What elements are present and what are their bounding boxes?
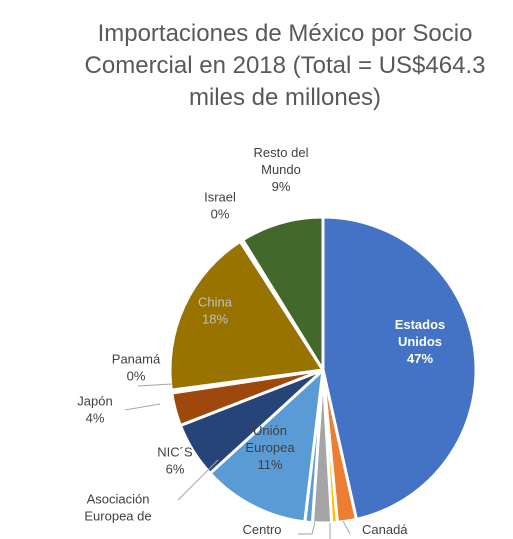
slice-label-5-line-2: 11% [257, 457, 282, 472]
slice-label-7-line-0: Japón [77, 394, 112, 409]
slice-label-8: Panamá 0% [112, 352, 161, 384]
slice-label-10-line-0: Israel [204, 190, 236, 205]
leader-line-3 [298, 521, 316, 535]
slice-label-11-line-0: Resto del [254, 145, 309, 160]
leader-line-7 [124, 403, 161, 411]
slice-label-4-line-0: Asociación [87, 492, 150, 507]
slice-label-10-line-1: 0% [211, 207, 230, 222]
leader-line-4 [177, 459, 219, 501]
pie-slices [168, 215, 478, 525]
slice-label-10: Israel 0% [204, 190, 236, 222]
slice-label-3-line-0: Centro [242, 522, 281, 537]
slice-label-6: NIC´S 6% [157, 445, 193, 477]
leader-line-8 [137, 383, 173, 387]
slice-label-11-line-1: Mundo [261, 162, 301, 177]
slice-label-0: Estados Unidos 47% [395, 317, 446, 366]
slice-label-5: Unión Europea 11% [245, 423, 295, 472]
pie-slice-0 [321, 215, 478, 521]
slice-label-0-line-0: Estados [395, 317, 446, 332]
slice-label-1: Canadá [362, 522, 408, 537]
slice-label-8-line-0: Panamá [112, 352, 161, 367]
slice-labels: Estados Unidos 47% Canadá Centro Asociación Eu… [77, 145, 445, 537]
slice-label-5-line-0: Unión [253, 423, 287, 438]
slice-label-11: Resto del Mundo 9% [254, 145, 309, 194]
slice-label-5-line-1: Europea [245, 440, 295, 455]
slice-label-9-line-1: 18% [202, 312, 228, 327]
chart-title-line-1: Importaciones de México por Socio [97, 20, 473, 47]
chart-title-line-2: Comercial en 2018 (Total = US$464.3 [84, 52, 486, 79]
slice-label-11-line-2: 9% [272, 179, 291, 194]
slice-label-4: Asociación Europea de [84, 492, 151, 524]
slice-label-7-line-1: 4% [86, 411, 105, 426]
chart-title-line-3: miles de millones) [188, 84, 382, 111]
leader-lines [124, 383, 351, 539]
slice-label-0-line-1: Unidos [398, 334, 442, 349]
pie-slice-5 [208, 368, 325, 524]
slice-label-1-line-0: Canadá [362, 522, 408, 537]
pie-slice-9 [168, 239, 325, 392]
slice-label-9-line-0: China [198, 295, 233, 310]
slice-label-3: Centro [242, 522, 281, 537]
slice-label-8-line-1: 0% [127, 369, 146, 384]
slice-label-4-line-1: Europea de [84, 509, 151, 524]
leader-line-1 [342, 520, 351, 535]
slice-label-7: Japón 4% [77, 394, 112, 426]
pie-slice-11 [241, 215, 325, 372]
slice-label-6-line-0: NIC´S [157, 445, 193, 460]
slice-label-0-line-2: 47% [407, 351, 433, 366]
slice-label-6-line-1: 6% [166, 462, 185, 477]
chart-title: Importaciones de México por Socio Comerc… [60, 18, 510, 114]
slice-label-9: China 18% [198, 295, 233, 327]
